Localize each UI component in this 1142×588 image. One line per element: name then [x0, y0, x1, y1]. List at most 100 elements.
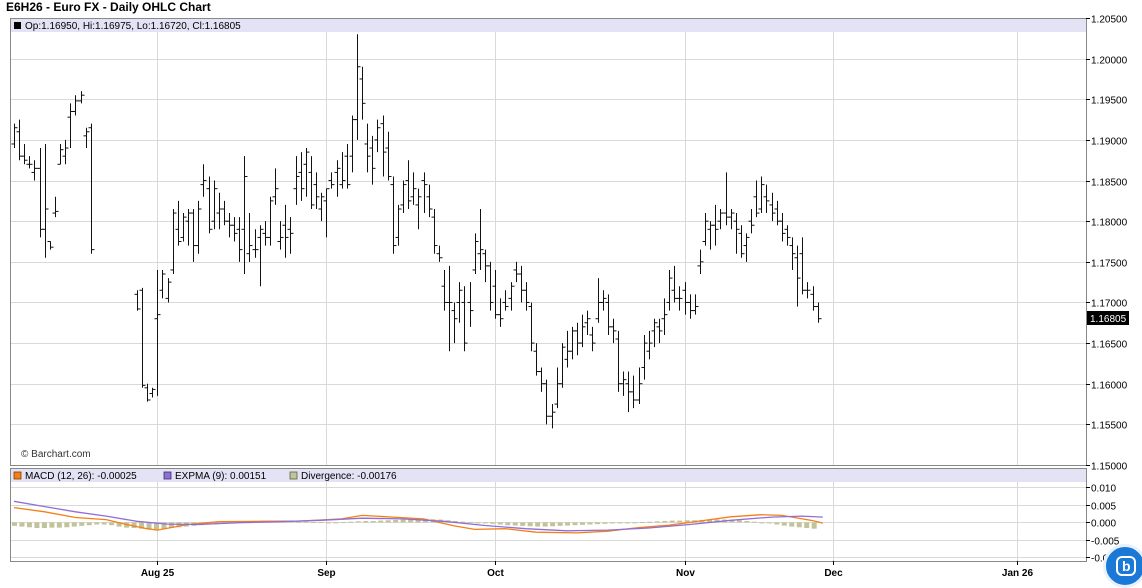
ohlc-bar: [661, 298, 668, 335]
price-tick-label: 1.17500: [1091, 259, 1128, 270]
price-bars: [11, 34, 822, 429]
ohlc-bar: [405, 160, 412, 209]
ohlc-bar: [334, 160, 341, 197]
ohlc-bar: [472, 233, 479, 275]
ohlc-bar: [748, 208, 755, 234]
olive-square-icon: [289, 471, 298, 480]
macd-panel-frame: [10, 468, 1087, 562]
ohlc-bar: [666, 269, 673, 311]
chart-title: E6H26 - Euro FX - Daily OHLC Chart: [6, 0, 211, 14]
ohlc-bar: [293, 156, 300, 205]
ohlc-bar: [272, 168, 279, 205]
last-price-tag-text: 1.16805: [1090, 314, 1127, 325]
ohlc-bar: [144, 383, 151, 402]
last-price-tag-box: [1087, 311, 1129, 325]
ohlc-bar: [206, 176, 213, 234]
ohlc-bar: [26, 156, 33, 169]
ohlc-bar: [52, 196, 59, 218]
ohlc-bar: [456, 282, 463, 323]
divergence-bar: [318, 522, 324, 524]
ohlc-bar: [641, 334, 648, 380]
app-badge-icon[interactable]: b: [1103, 544, 1142, 588]
ohlc-bar: [88, 123, 95, 254]
price-tick-label: 1.15500: [1091, 421, 1128, 432]
ohlc-bar: [656, 318, 663, 344]
divergence-bar: [684, 520, 690, 523]
divergence-bar: [497, 522, 503, 525]
ohlc-bar: [717, 208, 724, 230]
price-tick-label: 1.15000: [1091, 462, 1128, 473]
macd-panel[interactable]: MACD (12, 26): -0.00025 EXPMA (9): 0.001…: [10, 468, 1120, 565]
divergence-bar: [789, 522, 795, 527]
price-panel[interactable]: Op:1.16950, Hi:1.16975, Lo:1.16720, Cl:1…: [10, 15, 1130, 473]
macd-tick-label: 0.010: [1091, 484, 1116, 495]
price-tick-label: 1.16000: [1091, 381, 1128, 392]
price-axis: 1.20500 1.20000 1.19500 1.19000 1.18500 1.180…: [1086, 15, 1128, 473]
divergence-bar: [707, 519, 713, 523]
ohlc-bar: [400, 180, 407, 214]
ohlc-bar: [83, 127, 90, 149]
divergence-bar: [296, 521, 302, 523]
divergence-bar: [669, 520, 675, 523]
ohlc-bar: [11, 123, 18, 149]
date-tick-label: Nov: [676, 568, 695, 579]
divergence-bar: [647, 521, 653, 523]
ohlc-bar: [769, 192, 776, 222]
divergence-bar: [19, 522, 25, 527]
divergence-bar: [587, 522, 593, 525]
ohlc-bar: [451, 302, 458, 344]
ohlc-bar: [308, 156, 315, 209]
divergence-bar: [49, 522, 55, 528]
ohlc-bar: [21, 143, 28, 165]
ohlc-bar: [47, 241, 54, 250]
divergence-bar: [56, 522, 62, 528]
divergence-bar: [161, 522, 167, 529]
macd-tick-label: 0.005: [1091, 502, 1116, 513]
ohlc-bar: [200, 164, 207, 197]
divergence-bar: [475, 522, 481, 524]
orange-square-icon: [13, 471, 22, 480]
ohlc-bar: [282, 204, 289, 258]
ohlc-bar: [502, 290, 509, 311]
ohlc-bar: [303, 148, 310, 197]
divergence-bar: [408, 519, 414, 523]
ohlc-bar: [344, 143, 351, 189]
divergence-bar: [729, 519, 735, 523]
ohlc-bar: [651, 318, 658, 348]
ohlc-bar: [149, 387, 156, 398]
ohlc-bar: [339, 152, 346, 189]
price-tick-label: 1.19500: [1091, 96, 1128, 107]
divergence-bar: [804, 522, 810, 528]
macd-grid: [11, 482, 1086, 561]
ohlc-bar: [277, 221, 284, 250]
ohlc-bar: [78, 91, 85, 104]
price-tick-label: 1.20500: [1091, 15, 1128, 26]
black-square-icon: [14, 22, 21, 29]
ohlc-bar: [446, 265, 453, 352]
macd-tick-label: 0.000: [1091, 519, 1116, 530]
ohlc-bar: [794, 245, 801, 307]
divergence-bar: [139, 522, 145, 529]
ohlc-bar: [789, 237, 796, 270]
divergence-bar: [333, 522, 339, 524]
date-axis: Aug 25 Sep Oct Nov Dec Jan 26: [141, 561, 1034, 579]
divergence-bar: [400, 519, 406, 523]
ohlc-bar: [467, 282, 474, 327]
ohlc-bar: [72, 95, 79, 116]
price-tick-label: 1.20000: [1091, 56, 1128, 67]
purple-square-icon: [163, 471, 172, 480]
divergence-bar: [796, 522, 802, 528]
divergence-bar: [385, 520, 391, 523]
ohlc-bar: [584, 310, 591, 335]
last-price-tag: 1.16805: [1087, 311, 1129, 325]
divergence-bar: [64, 522, 70, 528]
ohlc-bar: [31, 160, 38, 181]
ohlc-bar: [497, 298, 504, 327]
price-tick-label: 1.19000: [1091, 137, 1128, 148]
divergence-bar: [71, 522, 77, 527]
divergence-bar: [624, 522, 630, 524]
divergence-bar: [154, 522, 160, 530]
ohlc-bar: [195, 200, 202, 254]
divergence-bar: [751, 521, 757, 523]
